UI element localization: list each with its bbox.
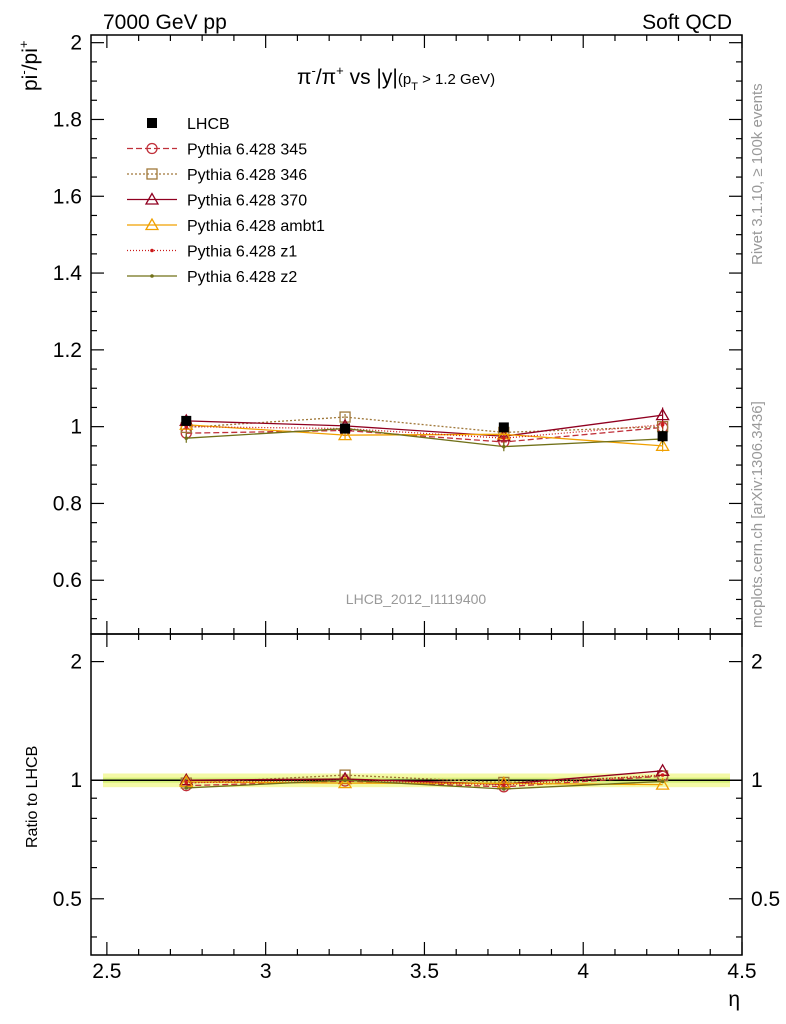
- x-tick-label: 4: [577, 960, 589, 983]
- main-y-axis-label: pi-/pi+: [16, 41, 42, 91]
- series-1-ratio-line: [186, 774, 663, 784]
- legend-marker: [147, 118, 157, 128]
- legend-label: Pythia 6.428 z2: [187, 269, 297, 286]
- series-2-point: [655, 407, 670, 421]
- legend-marker: [146, 142, 158, 155]
- legend-label: Pythia 6.428 z1: [187, 244, 297, 261]
- legend-entry: Pythia 6.428 370: [127, 192, 307, 210]
- series-5-ratio-line: [186, 779, 663, 790]
- legend-entry: LHCB: [147, 116, 230, 133]
- legend-label: LHCB: [187, 116, 230, 133]
- axes-layer: 0.6 0.8 1 1.2 1.4 1.6 1.8 2 0.5 0.5 1 1 2 2 2.5 3 3.5 4 4.…: [53, 32, 780, 983]
- series-4-ratio-point: [660, 773, 665, 777]
- series-5-ratio-point: [343, 778, 347, 782]
- data-point: [181, 415, 192, 426]
- legend-entry: Pythia 6.428 ambt1: [127, 217, 325, 235]
- series-5-ratio-point: [184, 786, 189, 790]
- legend-marker: [144, 217, 160, 231]
- legend-marker: [150, 248, 154, 253]
- ratio-tick-label-right: 1: [751, 769, 763, 792]
- ratio-tick-label-right: 2: [751, 651, 763, 674]
- legend-entry: Pythia 6.428 z1: [127, 244, 297, 261]
- header-right-label: Soft QCD: [642, 11, 732, 34]
- ratio-plot-frame: [90, 633, 743, 956]
- legend-label: Pythia 6.428 346: [187, 167, 307, 184]
- side-note-bottom: mcplots.cern.ch [arXiv:1306.3436]: [749, 401, 766, 628]
- series-2-ratio-point: [179, 772, 194, 786]
- series-3-ratio-point: [655, 777, 670, 790]
- legend-label: Pythia 6.428 345: [187, 142, 307, 159]
- series-4-point: [660, 422, 665, 427]
- y-tick-label: 1.2: [53, 339, 82, 362]
- chart-title: π-/π+ vs |y|(pT > 1.2 GeV): [297, 63, 495, 93]
- series-5-group: [184, 423, 665, 791]
- series-2-ratio-line: [186, 770, 663, 785]
- series-0-group: [180, 421, 669, 793]
- series-4-point: [502, 436, 506, 440]
- ratio-tick-label-left: 0.5: [53, 888, 82, 911]
- legend-marker: [144, 192, 160, 205]
- series-4-ratio-point: [502, 783, 506, 787]
- ratio-tick-label-right: 0.5: [751, 888, 780, 911]
- legend-label: Pythia 6.428 370: [187, 193, 307, 210]
- legend-entry: Pythia 6.428 z2: [127, 269, 297, 286]
- ratio-tick-label-left: 2: [70, 651, 82, 674]
- y-tick-label: 0.6: [53, 569, 82, 592]
- series-3-line: [186, 424, 663, 447]
- data-point: [657, 431, 668, 442]
- ratio-tick-label-left: 1: [70, 769, 82, 792]
- y-tick-label: 2: [70, 32, 82, 55]
- y-tick-label: 1.8: [53, 108, 82, 131]
- series-2-line: [186, 414, 663, 437]
- series-5-ratio-point: [502, 787, 506, 791]
- series-5-line: [186, 427, 663, 448]
- data-point: [498, 422, 509, 433]
- y-tick-label: 1.4: [53, 262, 83, 285]
- ratio-y-axis-label: Ratio to LHCB: [24, 746, 41, 848]
- series-3-point: [337, 427, 353, 441]
- series-5-point: [184, 436, 189, 440]
- legend-label: Pythia 6.428 ambt1: [187, 218, 325, 235]
- series-5-point: [502, 444, 506, 449]
- data-layer: [181, 415, 668, 443]
- series-3-ratio-point: [337, 775, 353, 789]
- x-tick-label: 2.5: [92, 960, 121, 983]
- data-point: [340, 423, 351, 434]
- legend-marker: [146, 168, 158, 180]
- analysis-watermark: LHCB_2012_I1119400: [346, 591, 487, 607]
- series-0-line: [186, 426, 663, 443]
- y-tick-label: 1: [70, 416, 82, 439]
- legend-entry: Pythia 6.428 345: [127, 142, 307, 159]
- x-tick-label: 3.5: [410, 960, 439, 983]
- side-note-top: Rivet 3.1.10, ≥ 100k events: [749, 83, 766, 265]
- series-3-point: [655, 438, 670, 452]
- series-4-ratio-point: [184, 780, 189, 785]
- x-tick-label: 4.5: [727, 960, 756, 983]
- legend-marker: [150, 274, 154, 278]
- legend-entry: Pythia 6.428 346: [127, 167, 307, 184]
- legend: LHCB Pythia 6.428 345 Pythia 6.428 346 Pyth…: [127, 116, 325, 286]
- series-3-ratio-line: [186, 781, 663, 786]
- x-tick-label: 3: [260, 960, 272, 983]
- y-tick-label: 0.8: [53, 492, 82, 515]
- series-5-ratio-point: [660, 779, 665, 784]
- x-axis-label: η: [728, 988, 740, 1011]
- header-left-label: 7000 GeV pp: [103, 11, 227, 34]
- y-tick-label: 1.6: [53, 185, 82, 208]
